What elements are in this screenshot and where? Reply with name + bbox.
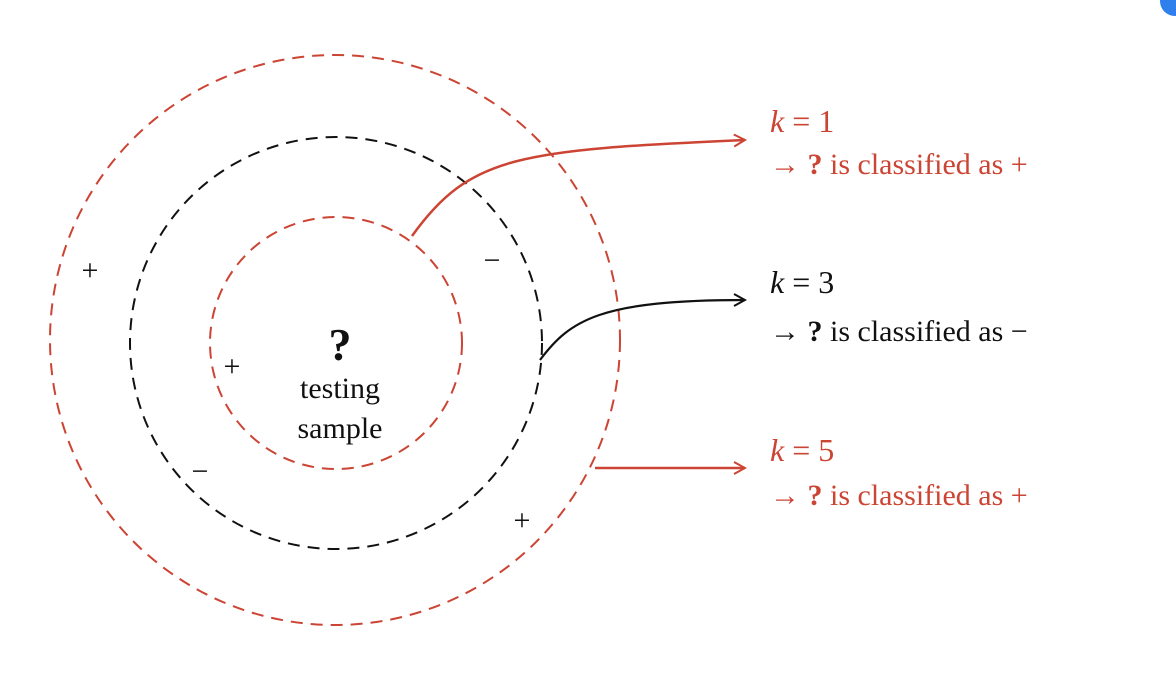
plus-sign: +: [224, 350, 241, 383]
connector-k1: [410, 140, 745, 237]
testing-sample-label-line2: sample: [298, 412, 383, 445]
testing-sample-question-mark: ?: [329, 319, 352, 370]
minus-sign: −: [192, 455, 209, 488]
annotation-k3-result: → ? is classified as −: [770, 315, 1028, 348]
testing-sample-label-line1: testing: [300, 372, 380, 405]
plus-sign: +: [514, 504, 531, 537]
minus-sign: −: [484, 244, 501, 277]
plus-sign: +: [82, 254, 99, 287]
annotation-k1-title: k = 1: [770, 103, 834, 139]
inner-circle-k1: [209, 216, 463, 470]
annotation-k3-title: k = 3: [770, 264, 834, 300]
annotation-k1-result: → ? is classified as +: [770, 148, 1028, 181]
annotation-k5-result: → ? is classified as +: [770, 479, 1028, 512]
outer-circle-k5: [49, 54, 621, 626]
corner-dot-icon: [1160, 0, 1176, 16]
connector-k3: [539, 300, 745, 361]
annotation-k5-title: k = 5: [770, 432, 834, 468]
middle-circle-k3: [129, 136, 543, 550]
